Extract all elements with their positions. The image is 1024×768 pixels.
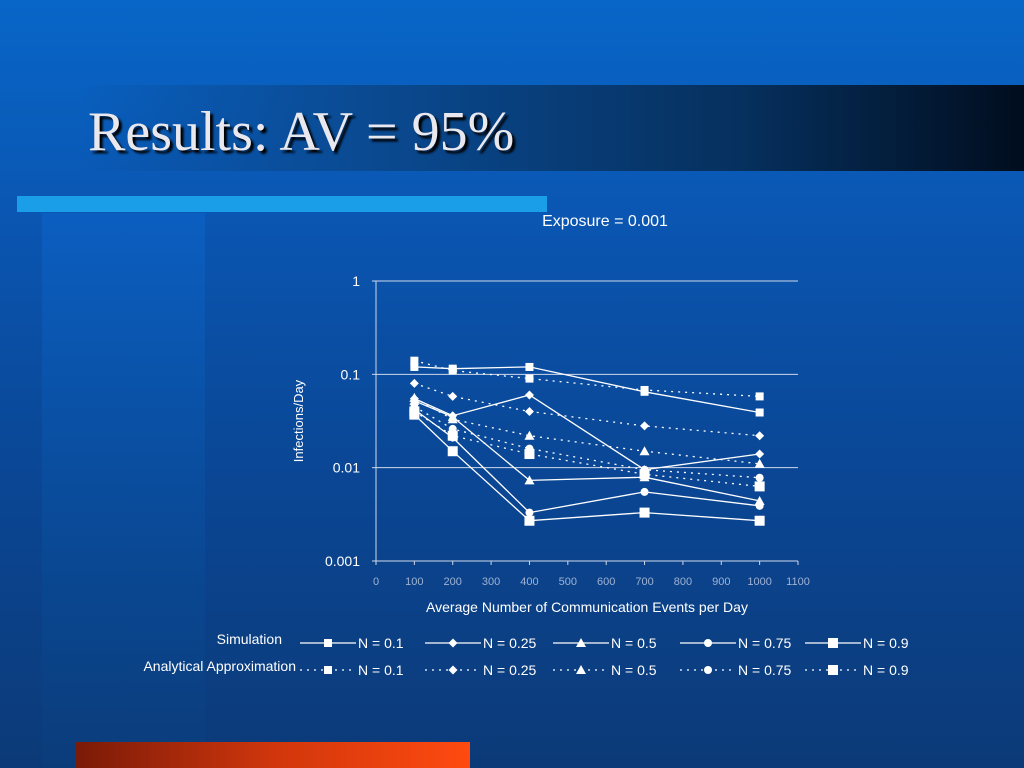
data-point-sim-n-0-25 [524,390,534,400]
data-point-sim-n-0-5 [524,475,535,485]
data-point-approx-n-0-5 [639,446,650,456]
legend-entry-label: N = 0.1 [358,662,404,678]
x-tick-label: 0 [373,576,379,588]
series-line-approx-n-0-5 [414,397,760,465]
data-point-sim-n-0-1 [410,362,419,371]
legend-swatch-marker [828,665,838,675]
legend-entry-label: N = 0.75 [738,635,792,651]
x-tick-label: 100 [405,576,423,588]
slide-title: Results: AV = 95% [88,101,515,163]
data-point-approx-n-0-5 [524,430,535,440]
legend-entry-label: N = 0.25 [483,635,537,651]
data-point-approx-n-0-1 [640,385,649,394]
legend-swatch-marker [704,639,712,647]
y-tick-label: 0.1 [341,366,361,382]
data-point-sim-n-0-9 [447,446,458,457]
title-band [80,85,1024,171]
legend-swatch-marker [704,666,712,674]
plot-area: 1 0.1 0.01 0.001 0 100 200 300 400 500 600 700 800 90… [325,273,810,588]
legend-swatch-marker [448,665,458,675]
accent-bar [17,196,547,212]
x-tick-label: 700 [635,576,653,588]
x-tick-label: 500 [559,576,577,588]
legend-entry-label: N = 0.25 [483,662,537,678]
x-tick-label: 800 [674,576,692,588]
legend-entry-label: N = 0.9 [863,662,909,678]
data-point-approx-n-0-9 [639,469,650,480]
x-tick-label: 1100 [786,576,810,588]
left-decor-panel [42,213,205,768]
x-tick-label: 400 [520,576,538,588]
data-point-approx-n-0-25 [640,421,650,431]
legend-swatch-marker [576,638,586,647]
data-point-sim-n-0-9 [524,515,535,526]
data-point-approx-n-0-1 [448,366,457,375]
data-point-sim-n-0-1 [525,362,534,371]
y-axis-label: Infections/Day [291,379,306,462]
legend-entry-label: N = 0.5 [611,662,657,678]
data-point-approx-n-0-1 [755,392,764,401]
data-point-approx-n-0-5 [447,414,458,424]
x-tick-label: 300 [482,576,500,588]
data-point-approx-n-0-25 [409,378,419,388]
data-point-approx-n-0-9 [524,449,535,460]
data-point-approx-n-0-25 [448,391,458,401]
legend-swatch-marker [324,639,332,647]
series-line-approx-n-0-75 [414,406,760,479]
data-point-approx-n-0-9 [409,406,420,417]
data-point-approx-n-0-1 [410,356,419,365]
x-tick-label: 600 [597,576,615,588]
data-point-sim-n-0-75 [755,501,764,510]
series-line-sim-n-0-1 [414,366,760,414]
legend-swatch-marker [828,638,838,648]
data-point-approx-n-0-9 [754,481,765,492]
series-line-approx-n-0-1 [414,360,760,398]
chart-title: Exposure = 0.001 [542,213,668,230]
data-point-approx-n-0-25 [524,406,534,416]
data-point-sim-n-0-5 [754,495,765,505]
legend-group-label: Analytical Approximation [143,658,296,674]
data-point-sim-n-0-75 [525,508,534,517]
legend: Simulation Analytical Approximation N = 0.… [143,631,908,678]
legend-swatch-marker [576,665,586,674]
data-point-sim-n-0-25 [755,449,765,459]
legend-entry-label: N = 0.75 [738,662,792,678]
legend-swatch-marker [448,638,458,648]
legend-swatch-marker [324,666,332,674]
legend-entry-label: N = 0.1 [358,635,404,651]
x-tick-label: 1000 [747,576,771,588]
series-line-approx-n-0-25 [414,382,760,437]
data-point-sim-n-0-1 [755,408,764,417]
y-tick-label: 0.001 [325,553,360,569]
data-point-sim-n-0-9 [639,507,650,518]
x-tick-label: 900 [712,576,730,588]
data-point-sim-n-0-9 [754,515,765,526]
data-point-approx-n-0-1 [525,374,534,383]
y-tick-label: 1 [352,273,360,289]
data-point-sim-n-0-75 [640,487,649,496]
y-tick-label: 0.01 [333,460,360,476]
legend-group-label: Simulation [217,631,282,647]
legend-entry-label: N = 0.9 [863,635,909,651]
data-point-approx-n-0-9 [447,430,458,441]
data-point-approx-n-0-25 [755,431,765,441]
legend-entry-label: N = 0.5 [611,635,657,651]
bottom-accent-bar [76,742,470,768]
data-point-approx-n-0-5 [754,458,765,468]
data-point-approx-n-0-5 [409,392,420,402]
data-point-approx-n-0-75 [755,473,764,482]
x-tick-label: 200 [444,576,462,588]
x-axis-label: Average Number of Communication Events p… [426,599,748,615]
